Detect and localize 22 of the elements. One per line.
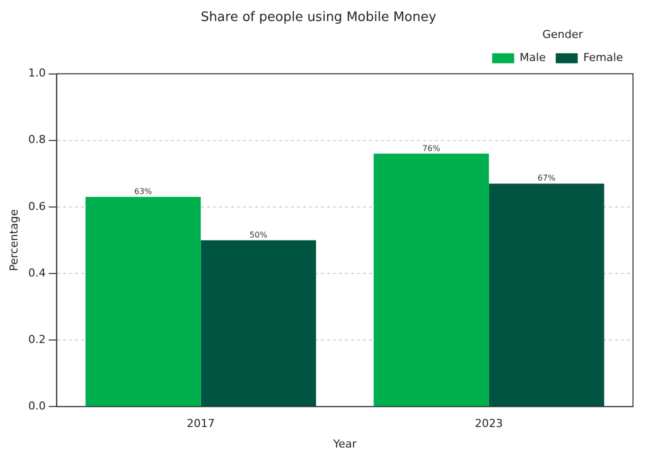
y-tick-label: 0.6 [28,200,46,213]
bar [374,154,489,406]
x-axis-title: Year [332,437,357,450]
y-tick-label: 0.4 [28,266,46,280]
y-tick-label: 0.8 [28,133,46,146]
legend-label: Female [583,51,624,64]
bar [200,240,316,406]
legend-label: Male [520,51,546,64]
y-tick-label: 0.0 [28,399,46,412]
y-axis-title: Percentage [7,209,20,272]
data-label: 67% [538,174,556,183]
x-tick-label: 2023 [474,417,503,430]
legend-title: Gender [542,28,584,41]
x-tick-label: 2017 [186,417,215,430]
bar [488,184,604,406]
data-label: 63% [134,187,152,196]
chart-title: Share of people using Mobile Money [200,10,437,26]
bar [86,196,201,406]
data-label: 76% [422,144,441,153]
y-tick-label: 1.0 [28,66,46,80]
y-tick-label: 0.2 [28,332,46,346]
data-label: 50% [250,230,268,240]
